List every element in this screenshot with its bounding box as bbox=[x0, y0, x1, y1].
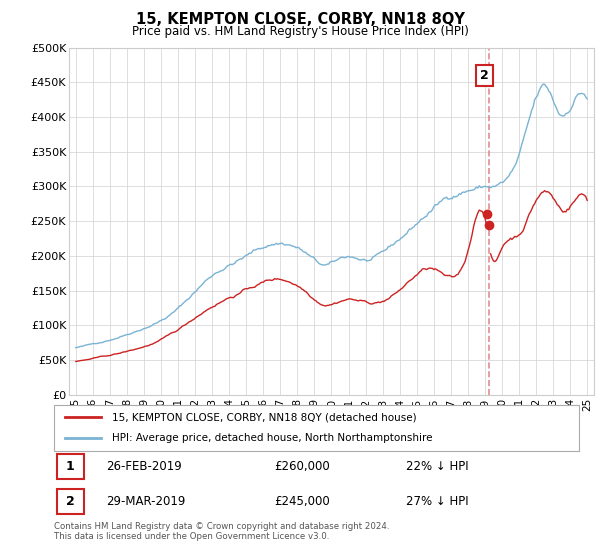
Text: Contains HM Land Registry data © Crown copyright and database right 2024.: Contains HM Land Registry data © Crown c… bbox=[54, 522, 389, 531]
Text: 22% ↓ HPI: 22% ↓ HPI bbox=[406, 460, 469, 473]
Text: 29-MAR-2019: 29-MAR-2019 bbox=[107, 495, 186, 508]
Text: HPI: Average price, detached house, North Northamptonshire: HPI: Average price, detached house, Nort… bbox=[112, 433, 432, 444]
Text: 15, KEMPTON CLOSE, CORBY, NN18 8QY: 15, KEMPTON CLOSE, CORBY, NN18 8QY bbox=[136, 12, 464, 27]
Text: 2: 2 bbox=[481, 69, 489, 82]
Text: 2: 2 bbox=[66, 495, 74, 508]
Bar bbox=[56, 454, 84, 479]
Text: 26-FEB-2019: 26-FEB-2019 bbox=[107, 460, 182, 473]
Text: £245,000: £245,000 bbox=[275, 495, 330, 508]
Text: 15, KEMPTON CLOSE, CORBY, NN18 8QY (detached house): 15, KEMPTON CLOSE, CORBY, NN18 8QY (deta… bbox=[112, 412, 416, 422]
Text: 1: 1 bbox=[66, 460, 74, 473]
Bar bbox=[56, 489, 84, 514]
Text: 27% ↓ HPI: 27% ↓ HPI bbox=[406, 495, 469, 508]
Text: £260,000: £260,000 bbox=[275, 460, 330, 473]
Text: Price paid vs. HM Land Registry's House Price Index (HPI): Price paid vs. HM Land Registry's House … bbox=[131, 25, 469, 38]
Text: This data is licensed under the Open Government Licence v3.0.: This data is licensed under the Open Gov… bbox=[54, 532, 329, 541]
